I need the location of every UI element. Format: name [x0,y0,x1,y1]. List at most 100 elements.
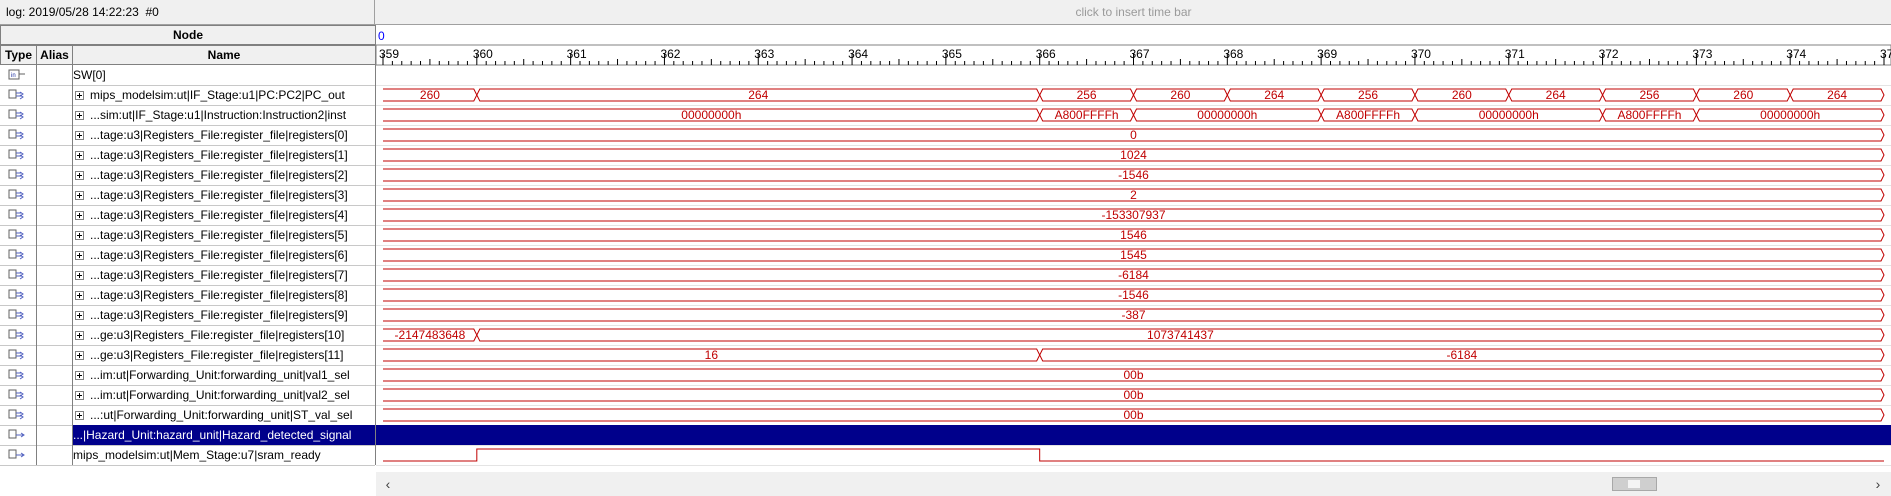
bus-value-label: 256 [1358,88,1378,102]
signal-row[interactable]: ...tage:u3|Registers_File:register_file|… [0,225,376,245]
bus-value-label: 00000000h [681,108,741,122]
expand-toggle-icon[interactable] [75,111,84,120]
signal-name: ...tage:u3|Registers_File:register_file|… [90,188,348,202]
node-header-label: Node [173,28,203,42]
signal-row[interactable]: ...tage:u3|Registers_File:register_file|… [0,305,376,325]
node-header: Node [0,25,376,45]
row-separator [0,305,375,306]
signal-name: ...tage:u3|Registers_File:register_file|… [90,228,348,242]
bus-icon [8,209,24,220]
expand-toggle-icon[interactable] [75,171,84,180]
row-separator [0,325,375,326]
bus-value-label: 1545 [1120,248,1147,262]
signal-row[interactable]: ...tage:u3|Registers_File:register_file|… [0,145,376,165]
signal-row[interactable]: ...im:ut|Forwarding_Unit:forwarding_unit… [0,365,376,385]
signal-row[interactable]: ...tage:u3|Registers_File:register_file|… [0,265,376,285]
bus-segment [383,168,1885,182]
signal-name: ...tage:u3|Registers_File:register_file|… [90,248,348,262]
row-separator [0,105,375,106]
signal-row[interactable]: in SW[0] [0,65,376,85]
time-tick-label: 366 [1036,47,1056,61]
scroll-thumb[interactable] [1612,477,1657,491]
signal-row[interactable]: ...tage:u3|Registers_File:register_file|… [0,285,376,305]
bus-icon [8,309,24,320]
waveform-panel[interactable]: 0 359 360 361 362 363 364 365 366 367 368 369 370 37… [376,0,1891,472]
signal-name: ...im:ut|Forwarding_Unit:forwarding_unit… [90,368,350,382]
column-divider [72,45,73,465]
bus-value-label: 264 [1264,88,1284,102]
expand-toggle-icon[interactable] [75,211,84,220]
bus-segment [383,228,1885,242]
expand-toggle-icon[interactable] [75,371,84,380]
time-ruler[interactable]: 359 360 361 362 363 364 365 366 367 368 369 370 371 3… [379,47,1891,65]
bus-value-label: 260 [1170,88,1190,102]
signal-row[interactable]: mips_modelsim:ut|Mem_Stage:u7|sram_ready [0,445,376,465]
bus-value-label: 00000000h [1197,108,1257,122]
bus-icon [8,329,24,340]
bus-value-label: 264 [1827,88,1847,102]
signal-row[interactable]: ...tage:u3|Registers_File:register_file|… [0,125,376,145]
bus-value-label: -1546 [1118,168,1149,182]
expand-toggle-icon[interactable] [75,311,84,320]
signal-row[interactable]: ...tage:u3|Registers_File:register_file|… [0,205,376,225]
bus-segment [383,148,1885,162]
expand-toggle-icon[interactable] [75,271,84,280]
signal-row[interactable]: ...ge:u3|Registers_File:register_file|re… [0,325,376,345]
signal-row[interactable]: ...sim:ut|IF_Stage:u1|Instruction:Instru… [0,105,376,125]
bus-segment [383,308,1885,322]
scroll-right-icon[interactable]: › [1875,476,1881,492]
bus-value-label: 264 [748,88,768,102]
bus-icon [8,149,24,160]
row-separator [0,225,375,226]
bus-value-label: 1073741437 [1147,328,1214,342]
time-tick-label: 371 [1505,47,1525,61]
horizontal-scrollbar[interactable]: ‹ › [376,472,1891,496]
signal-row[interactable]: ...|Hazard_Unit:hazard_unit|Hazard_detec… [0,425,376,445]
expand-toggle-icon[interactable] [75,291,84,300]
time-tick-label: 372 [1599,47,1619,61]
row-separator [0,465,375,466]
row-separator [0,285,375,286]
expand-toggle-icon[interactable] [75,351,84,360]
signal-row[interactable]: ...ge:u3|Registers_File:register_file|re… [0,345,376,365]
row-separator [0,165,375,166]
expand-toggle-icon[interactable] [75,91,84,100]
signal-name: ...tage:u3|Registers_File:register_file|… [90,168,348,182]
bus-value-label: -6184 [1446,348,1477,362]
expand-toggle-icon[interactable] [75,231,84,240]
signal-row[interactable]: ...im:ut|Forwarding_Unit:forwarding_unit… [0,385,376,405]
time-tick-label: 374 [1786,47,1806,61]
bus-icon [8,129,24,140]
bus-icon [8,269,24,280]
expand-toggle-icon[interactable] [75,191,84,200]
bus-value-label: -387 [1121,308,1145,322]
alias-column-header[interactable]: Alias [36,45,73,65]
time-tick-label: 369 [1317,47,1337,61]
signal-row[interactable]: ...tage:u3|Registers_File:register_file|… [0,245,376,265]
top-bar: log: 2019/05/28 14:22:23 #0 click to ins… [0,0,1891,25]
bus-value-label: 2 [1130,188,1137,202]
signal-row[interactable]: mips_modelsim:ut|IF_Stage:u1|PC:PC2|PC_o… [0,85,376,105]
type-column-header[interactable]: Type [0,45,37,65]
expand-toggle-icon[interactable] [75,331,84,340]
bus-segment [383,268,1885,282]
expand-toggle-icon[interactable] [75,131,84,140]
expand-toggle-icon[interactable] [75,251,84,260]
bus-value-label: 00b [1123,388,1143,402]
signal-row[interactable]: ...:ut|Forwarding_Unit:forwarding_unit|S… [0,405,376,425]
expand-toggle-icon[interactable] [75,411,84,420]
column-divider [36,45,37,465]
time-bar[interactable]: click to insert time bar [1075,5,1192,19]
signal-row[interactable]: ...tage:u3|Registers_File:register_file|… [0,165,376,185]
type-header-label: Type [4,48,33,62]
scroll-left-icon[interactable]: ‹ [385,476,391,492]
signal-row[interactable]: ...tage:u3|Registers_File:register_file|… [0,185,376,205]
expand-toggle-icon[interactable] [75,391,84,400]
signal-name: ...sim:ut|IF_Stage:u1|Instruction:Instru… [90,108,347,122]
bus-value-label: 260 [1733,88,1753,102]
bus-value-label: 00b [1123,408,1143,422]
bus-icon [8,389,24,400]
name-column-header[interactable]: Name [72,45,376,65]
time-tick-label: 363 [754,47,774,61]
expand-toggle-icon[interactable] [75,151,84,160]
